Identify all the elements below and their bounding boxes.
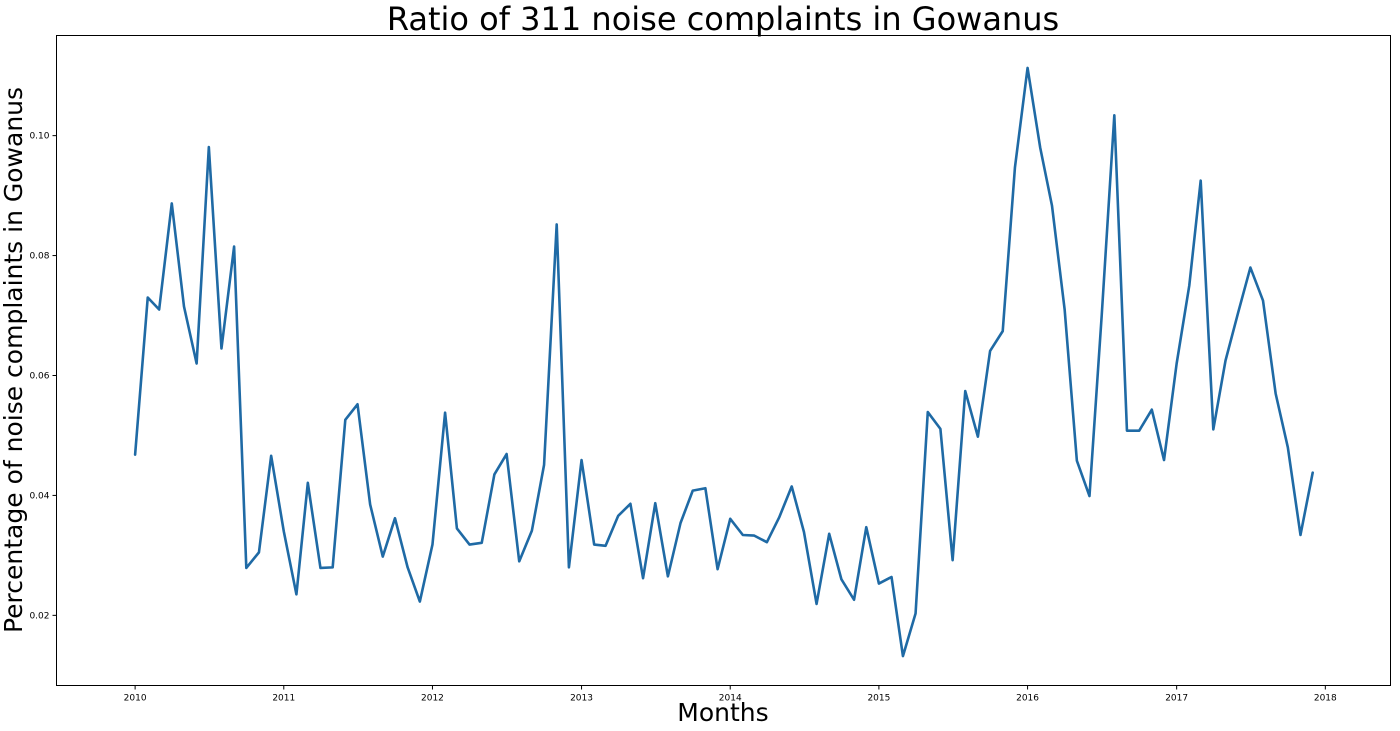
y-axis: 0.02 0.04 0.06 0.08 0.10	[29, 132, 57, 621]
y-axis-label: Percentage of noise complaints in Gowanu…	[0, 87, 28, 633]
x-tick-label: 2015	[867, 694, 890, 704]
x-axis-label: Months	[677, 698, 768, 727]
x-tick-label: 2016	[1016, 694, 1039, 704]
x-tick-label: 2012	[421, 694, 444, 704]
x-tick-label: 2018	[1314, 694, 1337, 704]
y-tick-label: 0.04	[29, 491, 49, 501]
x-axis: 2010 2011 2012 2013 2014 2015 2016 2017 2018	[124, 685, 1337, 704]
y-tick-label: 0.10	[29, 132, 49, 142]
series-line	[133, 66, 1314, 658]
chart-title: Ratio of 311 noise complaints in Gowanus	[387, 0, 1059, 38]
plot-area	[56, 35, 1391, 686]
x-tick-label: 2014	[719, 694, 742, 704]
y-tick-label: 0.08	[29, 252, 49, 262]
y-tick-label: 0.02	[29, 611, 49, 621]
y-tick-label: 0.06	[29, 371, 49, 381]
x-tick-label: 2010	[124, 694, 147, 704]
x-tick-label: 2017	[1165, 694, 1188, 704]
x-tick-label: 2011	[272, 694, 295, 704]
x-tick-label: 2013	[570, 694, 593, 704]
